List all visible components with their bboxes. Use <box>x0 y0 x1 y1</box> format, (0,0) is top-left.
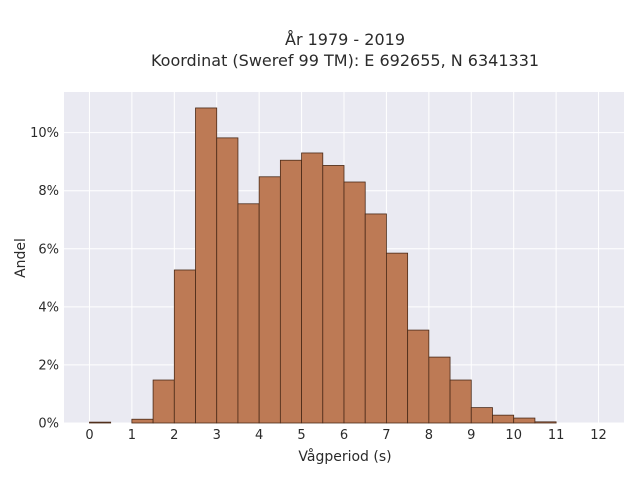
histogram-bar <box>407 329 430 424</box>
x-tick-label: 12 <box>590 428 607 443</box>
x-tick-label: 8 <box>425 428 433 443</box>
chart-title-line-2: Koordinat (Sweref 99 TM): E 692655, N 63… <box>151 51 539 70</box>
x-axis-label: Vågperiod (s) <box>298 448 391 465</box>
x-tick-label: 7 <box>382 428 390 443</box>
y-tick-label: 6% <box>38 242 59 257</box>
histogram-bar <box>492 414 515 424</box>
histogram-bar <box>237 203 260 424</box>
x-tick-label: 5 <box>297 428 305 443</box>
x-tick-label: 1 <box>128 428 136 443</box>
x-tick-label: 9 <box>467 428 475 443</box>
chart-title-line-1: År 1979 - 2019 <box>285 30 405 49</box>
histogram-bar <box>152 379 175 424</box>
histogram-bar <box>195 107 218 424</box>
histogram-bar <box>449 379 472 424</box>
x-tick-labels: 0 1 2 3 4 5 6 7 8 9 10 11 12 <box>85 428 607 443</box>
histogram-bar <box>322 165 345 424</box>
y-tick-label: 8% <box>38 184 59 199</box>
histogram-bar <box>534 421 557 424</box>
y-tick-label: 4% <box>38 300 59 315</box>
y-tick-labels: 0% 2% 4% 6% 8% 10% <box>30 126 59 431</box>
histogram-bar <box>89 421 112 424</box>
bars <box>89 107 557 424</box>
histogram-bar <box>131 418 154 424</box>
x-tick-label: 0 <box>85 428 93 443</box>
y-tick-label: 2% <box>38 358 59 373</box>
histogram-bar <box>258 176 281 424</box>
histogram-bar <box>364 213 387 424</box>
histogram-bar <box>216 137 239 424</box>
histogram-bar <box>428 356 451 424</box>
y-tick-label: 0% <box>38 417 59 432</box>
histogram-bar <box>343 181 366 424</box>
histogram-bar <box>513 417 536 424</box>
y-axis-label: Andel <box>13 238 29 278</box>
histogram-bar <box>470 407 493 424</box>
histogram-bar <box>301 152 324 424</box>
x-tick-label: 3 <box>213 428 221 443</box>
x-tick-label: 6 <box>340 428 348 443</box>
histogram-bar <box>173 269 196 424</box>
x-tick-label: 10 <box>505 428 522 443</box>
x-tick-label: 2 <box>170 428 178 443</box>
y-tick-label: 10% <box>30 126 59 141</box>
histogram-bar <box>386 252 409 424</box>
x-tick-label: 11 <box>548 428 565 443</box>
x-tick-label: 4 <box>255 428 263 443</box>
histogram-bar <box>279 159 302 424</box>
